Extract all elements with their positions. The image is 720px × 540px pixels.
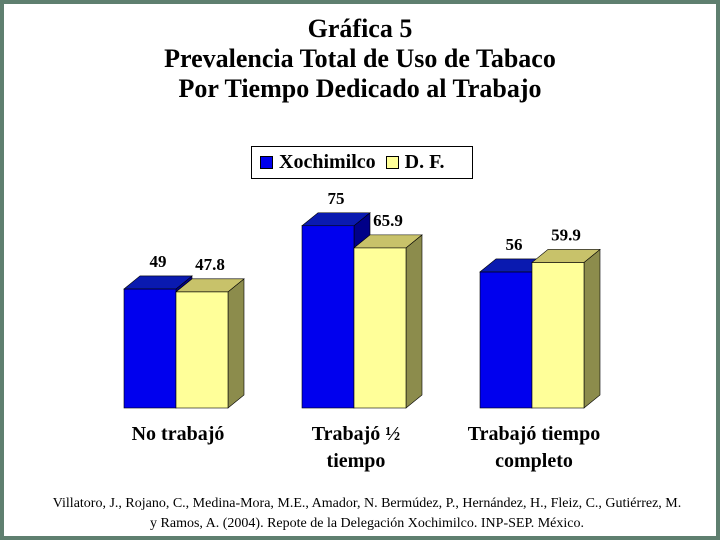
bar-value-label-df-0: 47.8 — [195, 255, 225, 274]
legend-label-df: D. F. — [404, 151, 445, 173]
bar-value-label-xochimilco-0: 49 — [150, 252, 167, 271]
bar-df-0 — [175, 291, 229, 409]
title-line-1: Gráfica 5 — [307, 14, 413, 43]
category-label-2-1: completo — [495, 450, 573, 472]
bar-top-df-0 — [175, 278, 245, 293]
legend-entry-xochimilco: Xochimilco — [260, 151, 376, 174]
bar-top-df-2 — [531, 249, 601, 263]
category-label-1-1: tiempo — [327, 450, 386, 472]
category-label-2-0: Trabajó tiempo — [468, 423, 600, 445]
bar-top-xochimilco-0 — [123, 275, 193, 290]
bar-value-label-xochimilco-2: 56 — [506, 235, 523, 254]
bar-value-label-df-1: 65.9 — [373, 211, 403, 230]
bar-top-xochimilco-1 — [301, 212, 371, 227]
chart-title: Gráfica 5 Prevalencia Total de Uso de Ta… — [0, 14, 720, 104]
bar-df-1 — [353, 247, 407, 409]
bar-xochimilco-1 — [301, 225, 355, 409]
legend-swatch-df — [385, 156, 399, 169]
category-label-1-0: Trabajó ½ — [312, 423, 401, 445]
legend-label-xochimilco: Xochimilco — [279, 151, 376, 173]
chart-legend: Xochimilco D. F. — [251, 146, 473, 179]
bar-xochimilco-2 — [479, 271, 533, 409]
title-line-3: Por Tiempo Dedicado al Trabajo — [178, 74, 542, 103]
bar-top-df-1 — [353, 234, 423, 249]
bar-side-df-1 — [405, 234, 423, 409]
bar-df-2 — [531, 262, 585, 409]
category-label-0-0: No trabajó — [132, 423, 225, 445]
bar-value-label-xochimilco-1: 75 — [328, 189, 345, 208]
bar-side-df-2 — [583, 248, 601, 409]
title-line-2: Prevalencia Total de Uso de Tabaco — [164, 44, 556, 73]
legend-entry-df: D. F. — [385, 151, 445, 174]
legend-swatch-xochimilco — [260, 156, 273, 169]
bar-xochimilco-0 — [123, 288, 177, 409]
bar-side-df-0 — [227, 278, 245, 409]
source-citation: Villatoro, J., Rojano, C., Medina-Mora, … — [52, 496, 682, 531]
bar-value-label-df-2: 59.9 — [551, 225, 581, 244]
